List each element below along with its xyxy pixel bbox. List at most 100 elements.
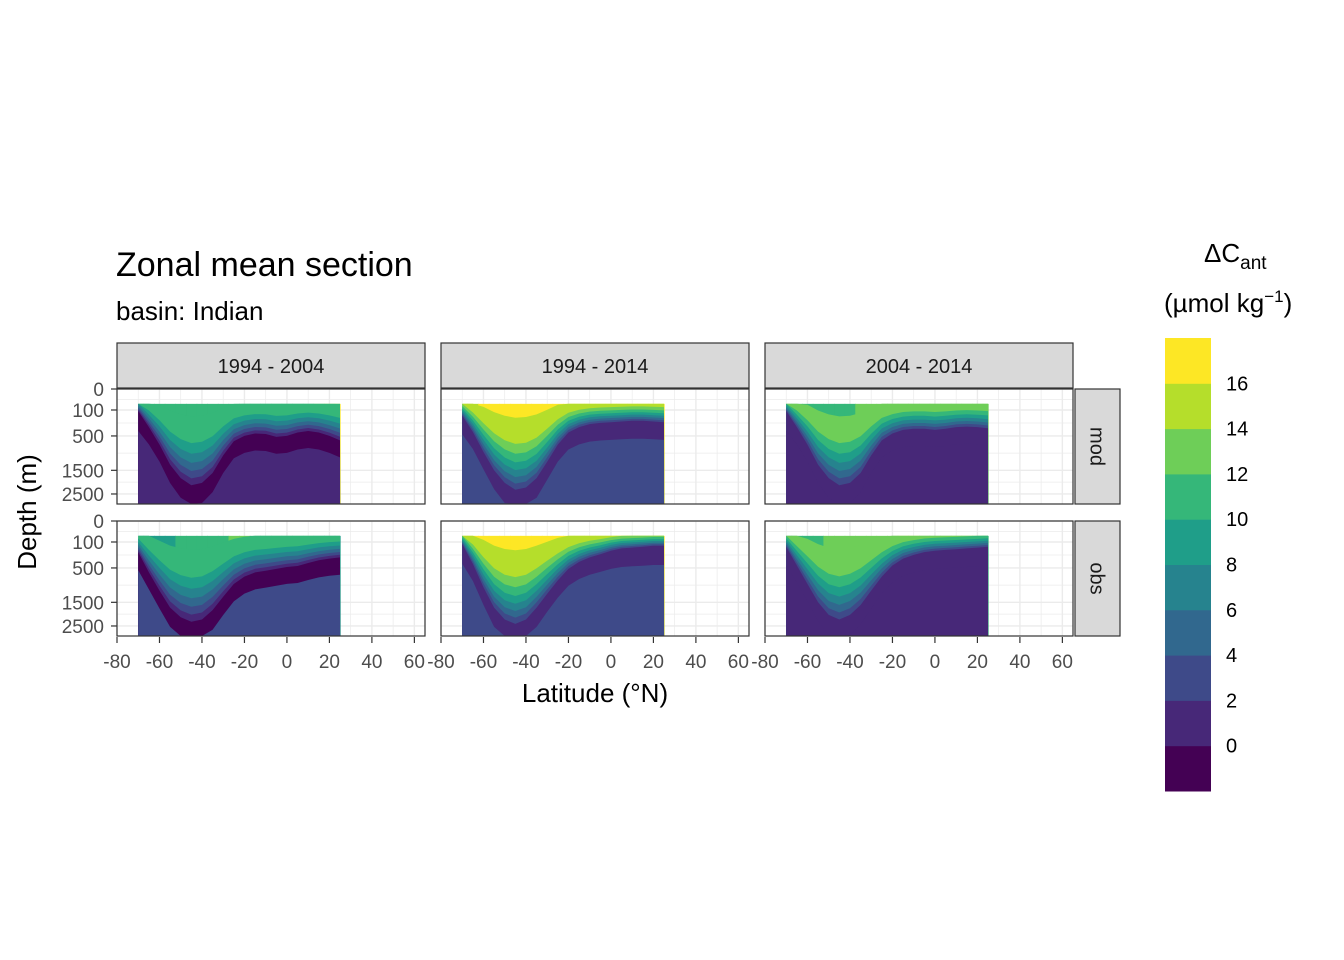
panel-border xyxy=(116,520,426,637)
legend-tick-label: 4 xyxy=(1226,645,1237,667)
deep-water-layer xyxy=(786,430,989,504)
facet-panel-mod-1 xyxy=(116,388,426,505)
facet-panel-mod-2 xyxy=(440,388,750,505)
legend-title: ΔCant xyxy=(1204,238,1267,274)
y-tick-label: 2500 xyxy=(62,617,104,638)
legend-title-main: ΔC xyxy=(1204,238,1240,268)
facet-panel-mod-3 xyxy=(764,388,1074,505)
legend-tick-label: 0 xyxy=(1226,736,1237,758)
legend-tick-label: 12 xyxy=(1226,464,1248,486)
strip-label: mod xyxy=(1086,427,1108,466)
legend-color-step xyxy=(1165,473,1211,520)
x-tick-label: -80 xyxy=(103,652,130,673)
panel-border xyxy=(116,388,426,505)
x-axis-1: -80 -60 -40 -20 0 20 40 60 xyxy=(103,637,425,673)
x-tick-label: -80 xyxy=(427,652,454,673)
strip-label: 1994 - 2014 xyxy=(542,356,649,378)
col-strip-1: 1994 - 2004 xyxy=(116,342,426,389)
x-tick-label: 0 xyxy=(930,652,941,673)
facet-panel-obs-2 xyxy=(440,520,750,637)
y-tick-label: 0 xyxy=(93,380,104,401)
x-tick-label: -40 xyxy=(512,652,539,673)
contour-fills xyxy=(786,535,989,636)
x-axis-title: Latitude (°N) xyxy=(522,678,668,708)
x-tick-label: 0 xyxy=(282,652,293,673)
legend-color-step xyxy=(1165,564,1211,611)
deep-water-layer xyxy=(138,570,341,636)
legend-color-step xyxy=(1165,655,1211,701)
x-tick-label: -20 xyxy=(879,652,906,673)
legend-tick-label: 6 xyxy=(1226,600,1237,622)
contour-fills xyxy=(138,535,341,636)
x-tick-label: 20 xyxy=(967,652,988,673)
x-tick-label: -40 xyxy=(836,652,863,673)
legend-tick-label: 8 xyxy=(1226,555,1237,577)
x-tick-label: -20 xyxy=(231,652,258,673)
strip-label: 1994 - 2004 xyxy=(218,356,325,378)
x-tick-label: 20 xyxy=(319,652,340,673)
chart-title: Zonal mean section xyxy=(116,246,413,284)
x-tick-label: -80 xyxy=(751,652,778,673)
x-tick-label: 40 xyxy=(685,652,706,673)
col-strip-3: 2004 - 2014 xyxy=(764,342,1074,389)
contour-fills xyxy=(462,403,665,504)
strip-background xyxy=(440,342,750,389)
deep-water-layer xyxy=(138,430,341,504)
chart-subtitle: basin: Indian xyxy=(116,296,263,326)
legend-units-superscript: −1 xyxy=(1264,287,1283,306)
legend-tick-label: 2 xyxy=(1226,690,1237,712)
y-tick-label: 100 xyxy=(72,533,104,554)
y-tick-label: 2500 xyxy=(62,485,104,506)
legend-tick-label: 10 xyxy=(1226,509,1248,531)
legend-color-step xyxy=(1165,428,1211,475)
x-tick-label: 0 xyxy=(606,652,617,673)
x-tick-label: 60 xyxy=(404,652,425,673)
x-tick-label: -60 xyxy=(794,652,821,673)
panel-border xyxy=(764,520,1074,637)
y-tick-label: 1500 xyxy=(62,461,104,482)
legend-color-step xyxy=(1165,383,1211,430)
strip-background xyxy=(764,342,1074,389)
x-tick-label: 40 xyxy=(1009,652,1030,673)
legend-color-step xyxy=(1165,700,1211,747)
strip-background xyxy=(1074,388,1121,505)
x-tick-label: -40 xyxy=(188,652,215,673)
y-tick-label: 1500 xyxy=(62,593,104,614)
legend-tick-label: 16 xyxy=(1226,373,1248,395)
y-axis-title: Depth (m) xyxy=(12,454,42,570)
contour-fills xyxy=(786,403,989,504)
y-tick-label: 500 xyxy=(72,559,104,580)
strip-label: 2004 - 2014 xyxy=(866,356,973,378)
strip-label: obs xyxy=(1086,562,1108,594)
y-tick-label: 0 xyxy=(93,512,104,533)
y-tick-label: 500 xyxy=(72,427,104,448)
col-strip-2: 1994 - 2014 xyxy=(440,342,750,389)
row-strip-mod: mod xyxy=(1074,388,1121,505)
axes: 1994 - 2004 1994 - 2014 2004 - 2014 mod obs -… xyxy=(62,342,1121,673)
row-strip-obs: obs xyxy=(1074,520,1121,637)
facet-panel-obs-1 xyxy=(116,520,426,637)
panel-border xyxy=(764,388,1074,505)
deep-water-layer xyxy=(462,563,665,636)
facet-panel-obs-3 xyxy=(764,520,1074,637)
legend-title-subscript: ant xyxy=(1240,253,1267,274)
x-tick-label: 60 xyxy=(1052,652,1073,673)
legend-tick-label: 14 xyxy=(1226,419,1248,441)
x-axis-2: -80 -60 -40 -20 0 20 40 60 xyxy=(427,637,749,673)
facet-panels xyxy=(116,388,1074,637)
contour-fills xyxy=(462,535,665,636)
legend-units-close: ) xyxy=(1284,288,1293,318)
contour-fills xyxy=(138,403,341,504)
legend-color-step xyxy=(1165,745,1211,792)
x-tick-label: 40 xyxy=(361,652,382,673)
legend-color-step xyxy=(1165,338,1211,384)
legend-color-step xyxy=(1165,609,1211,656)
legend-units-text: (µmol kg xyxy=(1164,288,1264,318)
x-tick-label: -60 xyxy=(470,652,497,673)
panel-border xyxy=(440,520,750,637)
deep-water-layer xyxy=(786,565,989,636)
